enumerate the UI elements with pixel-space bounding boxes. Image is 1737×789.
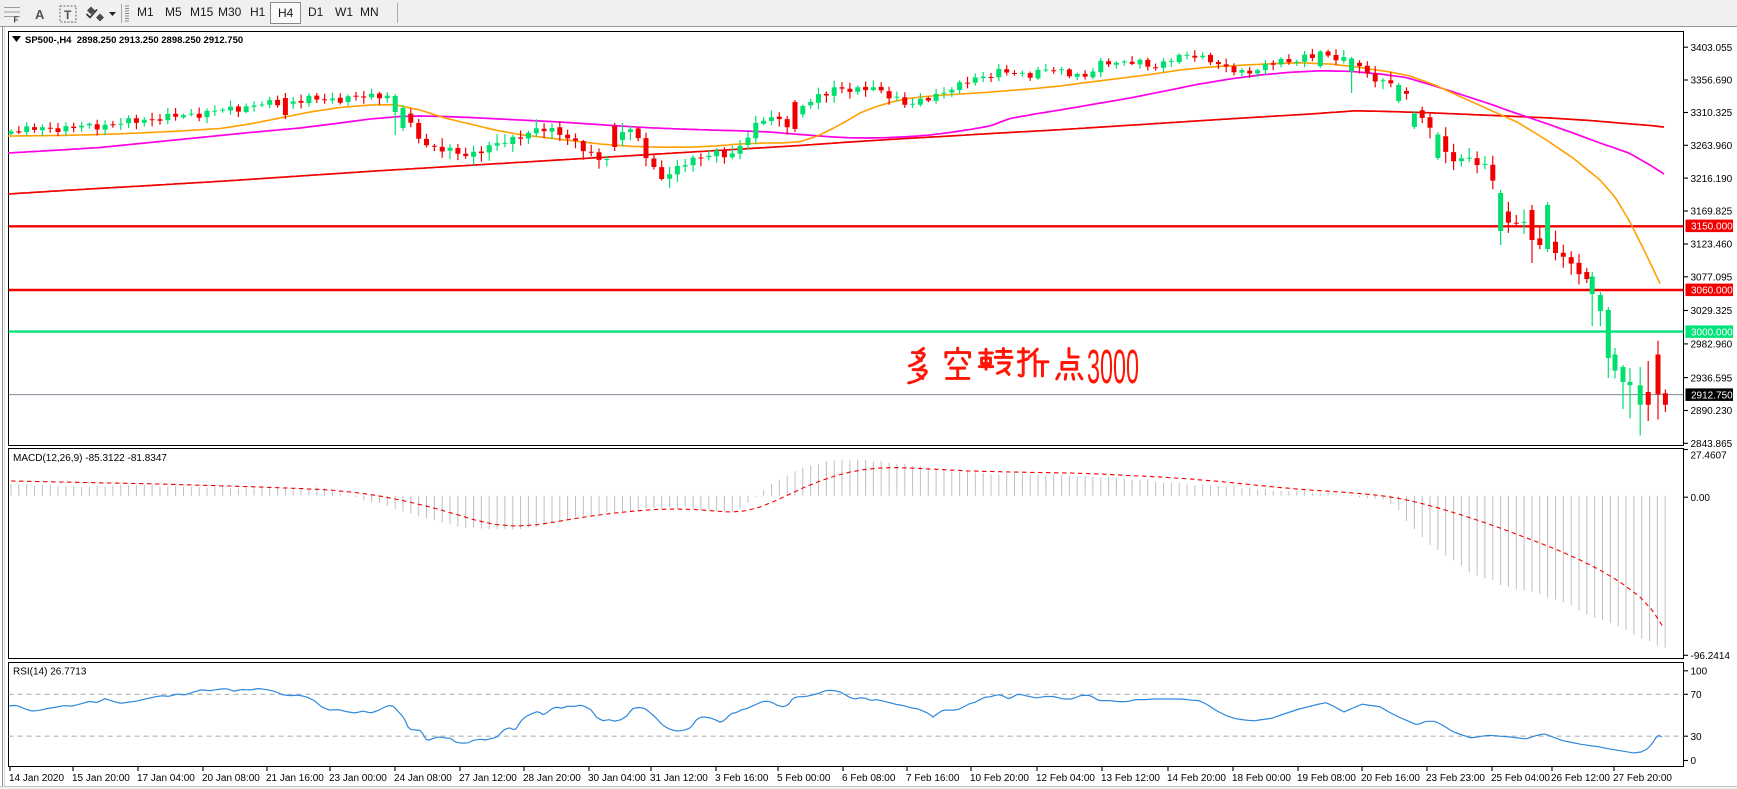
svg-text:3123.460: 3123.460 bbox=[1691, 240, 1733, 251]
svg-text:3216.190: 3216.190 bbox=[1691, 174, 1733, 185]
svg-text:F: F bbox=[14, 16, 19, 25]
svg-text:2912.750: 2912.750 bbox=[1691, 390, 1733, 401]
svg-text:13 Feb 12:00: 13 Feb 12:00 bbox=[1101, 773, 1160, 784]
svg-text:30: 30 bbox=[1691, 732, 1703, 743]
svg-text:30 Jan 04:00: 30 Jan 04:00 bbox=[588, 773, 646, 784]
svg-text:3356.690: 3356.690 bbox=[1691, 76, 1733, 87]
svg-text:2843.865: 2843.865 bbox=[1691, 439, 1733, 450]
svg-text:3 Feb 16:00: 3 Feb 16:00 bbox=[715, 773, 769, 784]
svg-text:3150.000: 3150.000 bbox=[1691, 222, 1733, 233]
svg-text:15 Jan 20:00: 15 Jan 20:00 bbox=[72, 773, 130, 784]
svg-text:3169.825: 3169.825 bbox=[1691, 207, 1733, 218]
svg-text:3000: 3000 bbox=[1087, 341, 1139, 394]
svg-text:23 Jan 00:00: 23 Jan 00:00 bbox=[329, 773, 387, 784]
svg-text:0.00: 0.00 bbox=[1691, 493, 1711, 504]
svg-text:24 Jan 08:00: 24 Jan 08:00 bbox=[394, 773, 452, 784]
svg-text:31 Jan 12:00: 31 Jan 12:00 bbox=[650, 773, 708, 784]
svg-text:70: 70 bbox=[1691, 690, 1703, 701]
svg-text:3310.325: 3310.325 bbox=[1691, 108, 1733, 119]
svg-text:3000.000: 3000.000 bbox=[1691, 327, 1733, 338]
svg-text:23 Feb 23:00: 23 Feb 23:00 bbox=[1426, 773, 1485, 784]
svg-text:7 Feb 16:00: 7 Feb 16:00 bbox=[906, 773, 960, 784]
svg-text:17 Jan 04:00: 17 Jan 04:00 bbox=[137, 773, 195, 784]
svg-text:27 Jan 12:00: 27 Jan 12:00 bbox=[459, 773, 517, 784]
svg-text:14 Feb 20:00: 14 Feb 20:00 bbox=[1167, 773, 1226, 784]
svg-text:2890.230: 2890.230 bbox=[1691, 406, 1733, 417]
svg-text:A: A bbox=[35, 7, 45, 22]
svg-text:3403.055: 3403.055 bbox=[1691, 43, 1733, 54]
svg-text:5 Feb 00:00: 5 Feb 00:00 bbox=[777, 773, 831, 784]
svg-text:10 Feb 20:00: 10 Feb 20:00 bbox=[970, 773, 1029, 784]
svg-text:3029.325: 3029.325 bbox=[1691, 306, 1733, 317]
svg-text:19 Feb 08:00: 19 Feb 08:00 bbox=[1297, 773, 1356, 784]
svg-text:28 Jan 20:00: 28 Jan 20:00 bbox=[523, 773, 581, 784]
svg-text:MACD(12,26,9) -85.3122 -81.834: MACD(12,26,9) -85.3122 -81.8347 bbox=[13, 453, 167, 464]
svg-text:2982.960: 2982.960 bbox=[1691, 340, 1733, 351]
svg-text:SP500-,H4 2898.250 2913.250 2: SP500-,H4 2898.250 2913.250 2898.250 291… bbox=[25, 35, 243, 46]
svg-text:20 Jan 08:00: 20 Jan 08:00 bbox=[202, 773, 260, 784]
svg-text:21 Jan 16:00: 21 Jan 16:00 bbox=[266, 773, 324, 784]
svg-text:27.4607: 27.4607 bbox=[1691, 451, 1728, 462]
svg-text:18 Feb 00:00: 18 Feb 00:00 bbox=[1232, 773, 1291, 784]
svg-text:3077.095: 3077.095 bbox=[1691, 273, 1733, 284]
svg-text:100: 100 bbox=[1691, 667, 1708, 678]
svg-text:RSI(14) 26.7713: RSI(14) 26.7713 bbox=[13, 667, 87, 678]
svg-text:3263.960: 3263.960 bbox=[1691, 141, 1733, 152]
svg-text:14 Jan 2020: 14 Jan 2020 bbox=[9, 773, 64, 784]
svg-text:0: 0 bbox=[1691, 756, 1697, 767]
svg-text:2936.595: 2936.595 bbox=[1691, 373, 1733, 384]
svg-text:12 Feb 04:00: 12 Feb 04:00 bbox=[1036, 773, 1095, 784]
svg-text:27 Feb 20:00: 27 Feb 20:00 bbox=[1613, 773, 1672, 784]
svg-text:20 Feb 16:00: 20 Feb 16:00 bbox=[1361, 773, 1420, 784]
svg-text:26 Feb 12:00: 26 Feb 12:00 bbox=[1551, 773, 1610, 784]
svg-text:25 Feb 04:00: 25 Feb 04:00 bbox=[1491, 773, 1550, 784]
svg-text:-96.2414: -96.2414 bbox=[1691, 651, 1731, 662]
svg-text:6 Feb 08:00: 6 Feb 08:00 bbox=[842, 773, 896, 784]
svg-text:3060.000: 3060.000 bbox=[1691, 286, 1733, 297]
svg-text:T: T bbox=[64, 8, 72, 22]
